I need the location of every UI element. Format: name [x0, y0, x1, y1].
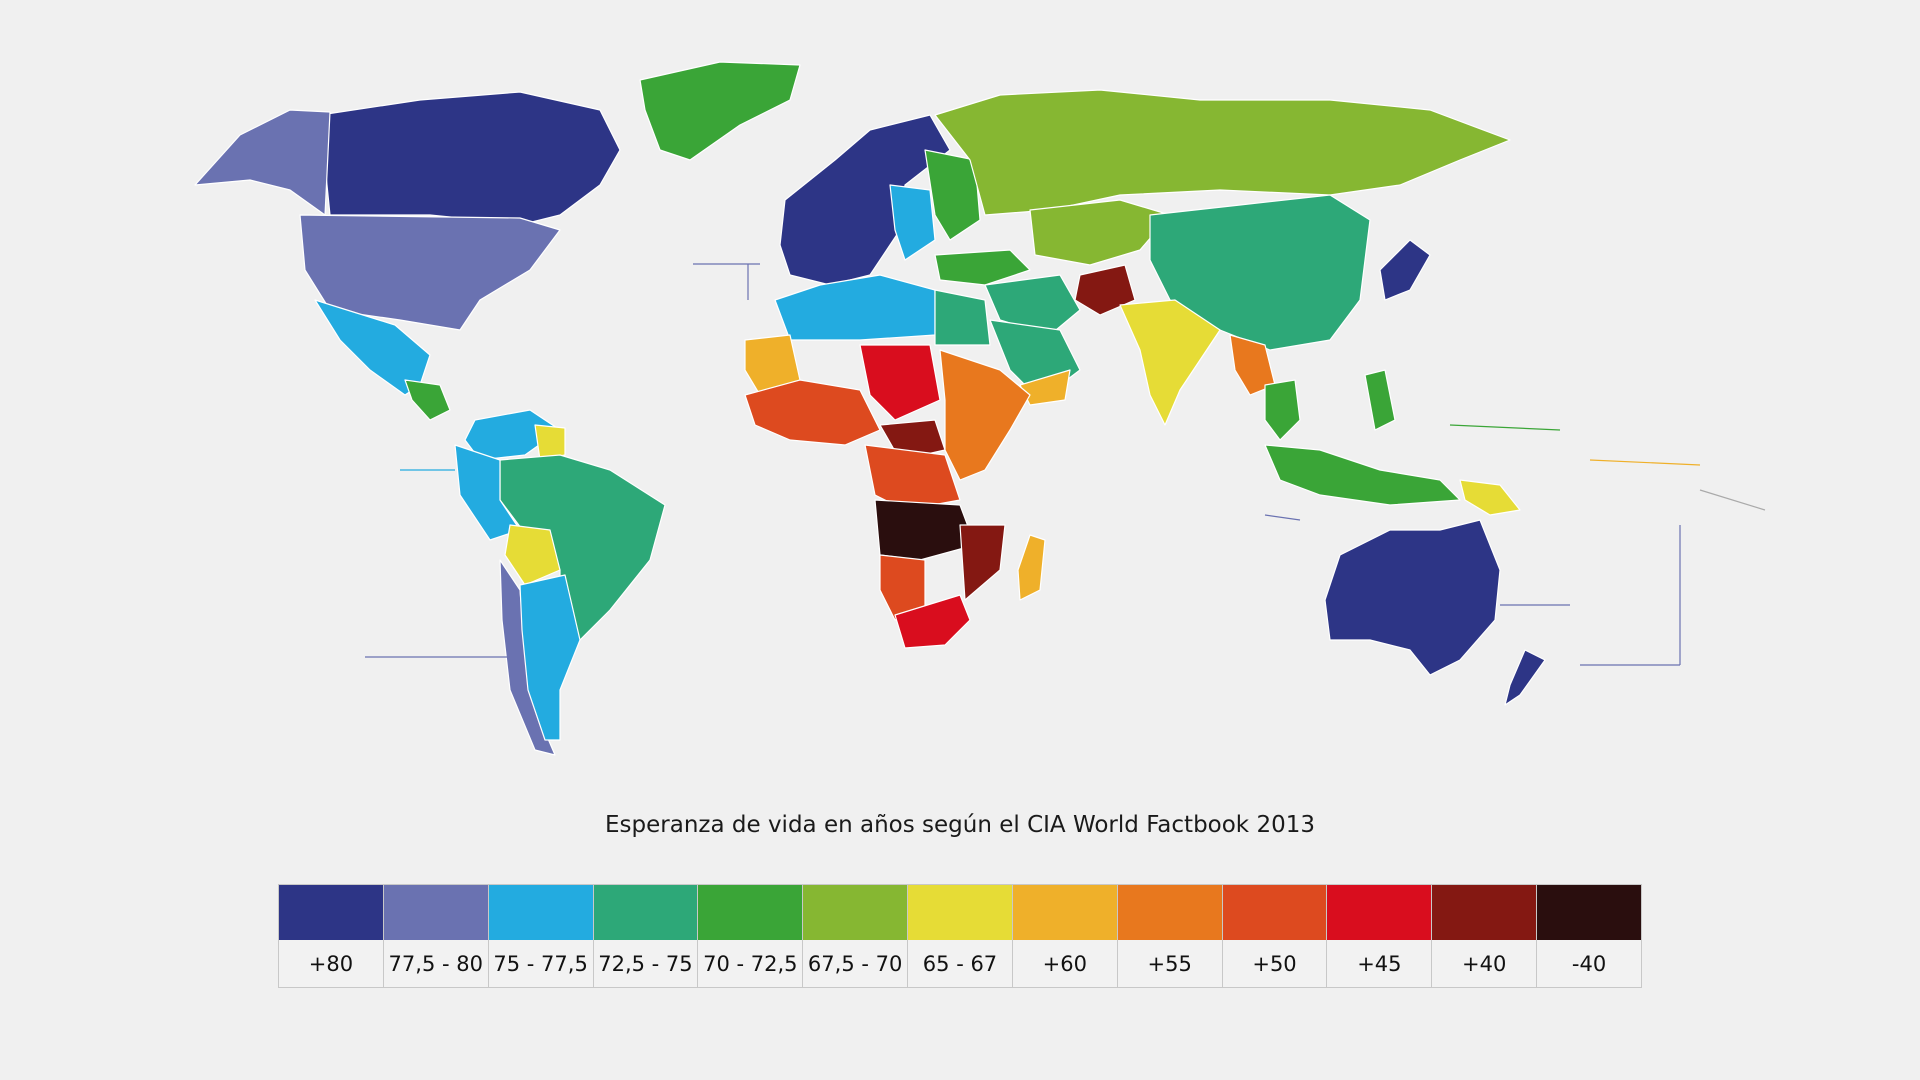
legend-item: +50	[1222, 885, 1328, 987]
legend-label: +50	[1252, 951, 1297, 976]
northern-south-america	[464, 409, 561, 461]
legend-swatch	[593, 885, 698, 940]
philippines	[1364, 369, 1396, 431]
east-africa	[939, 349, 1031, 481]
central-europe	[889, 184, 936, 261]
russia	[934, 89, 1511, 216]
argentina	[519, 574, 581, 741]
myanmar-laos	[1229, 334, 1276, 396]
legend-swatch	[1012, 885, 1117, 940]
legend-item: -40	[1537, 885, 1641, 987]
legend-swatch	[1222, 885, 1327, 940]
australia	[1324, 519, 1501, 676]
north-africa	[774, 274, 936, 341]
legend-swatch	[1432, 885, 1537, 940]
japan-korea	[1379, 239, 1431, 301]
legend-item: 75 - 77,5	[488, 885, 594, 987]
marker-line	[1699, 489, 1766, 511]
legend-item: +60	[1012, 885, 1118, 987]
legend-swatch	[1327, 885, 1432, 940]
guyana-suriname	[534, 424, 566, 461]
angola-zambia	[874, 499, 976, 561]
legend-label: +40	[1462, 951, 1507, 976]
china	[1149, 194, 1371, 351]
legend-item: 77,5 - 80	[383, 885, 489, 987]
new-zealand	[1504, 649, 1546, 706]
legend-label: +45	[1357, 951, 1402, 976]
legend-item: +40	[1432, 885, 1538, 987]
west-africa	[744, 379, 881, 446]
legend-label: +60	[1042, 951, 1087, 976]
egypt	[934, 289, 991, 346]
alaska	[194, 109, 331, 216]
legend-item: 70 - 72,5	[698, 885, 804, 987]
central-america	[404, 379, 451, 421]
bolivia	[504, 524, 561, 586]
legend-label: +80	[308, 951, 354, 976]
southeast-asia	[1264, 379, 1301, 441]
legend-swatch	[1117, 885, 1222, 940]
indonesia	[1264, 444, 1461, 506]
legend-label: 72,5 - 75	[598, 951, 693, 976]
middle-east	[984, 274, 1081, 336]
usa	[299, 214, 561, 331]
marker-line	[1264, 514, 1301, 521]
madagascar	[1017, 534, 1046, 601]
mozambique	[959, 524, 1006, 601]
legend-label: 70 - 72,5	[703, 951, 798, 976]
papua-new-guinea	[1459, 479, 1521, 516]
sahel	[859, 344, 941, 421]
afghanistan	[1074, 264, 1136, 316]
legend: +80 77,5 - 80 75 - 77,5 72,5 - 75 70 - 72,5 6…	[278, 884, 1642, 988]
greenland	[639, 61, 801, 161]
legend-item: 65 - 67	[908, 885, 1013, 987]
legend-swatch	[908, 885, 1012, 940]
legend-swatch	[803, 885, 908, 940]
legend-item: +55	[1117, 885, 1223, 987]
legend-label: 65 - 67	[922, 951, 998, 976]
marker-line	[1449, 424, 1561, 431]
turkey	[934, 249, 1031, 286]
legend-label: 67,5 - 70	[807, 951, 903, 976]
legend-swatch	[279, 885, 383, 940]
legend-label: -40	[1571, 951, 1607, 976]
legend-item: 67,5 - 70	[803, 885, 909, 987]
legend-item: +45	[1327, 885, 1433, 987]
canada-alaska-north	[319, 91, 621, 226]
legend-item: 72,5 - 75	[593, 885, 699, 987]
world-map	[194, 61, 1766, 756]
eastern-europe	[924, 149, 981, 241]
legend-label: 77,5 - 80	[388, 951, 483, 976]
marker-line	[1589, 459, 1701, 466]
india	[1119, 299, 1221, 426]
south-africa	[894, 594, 971, 649]
legend-label: +55	[1147, 951, 1192, 976]
central-asia	[1029, 199, 1171, 266]
legend-swatch	[383, 885, 488, 940]
legend-swatch	[1537, 885, 1641, 940]
map-caption: Esperanza de vida en años según el CIA W…	[605, 812, 1315, 838]
legend-swatch	[698, 885, 803, 940]
legend-label: 75 - 77,5	[493, 951, 588, 976]
legend-item: +80	[279, 885, 384, 987]
legend-swatch	[488, 885, 593, 940]
